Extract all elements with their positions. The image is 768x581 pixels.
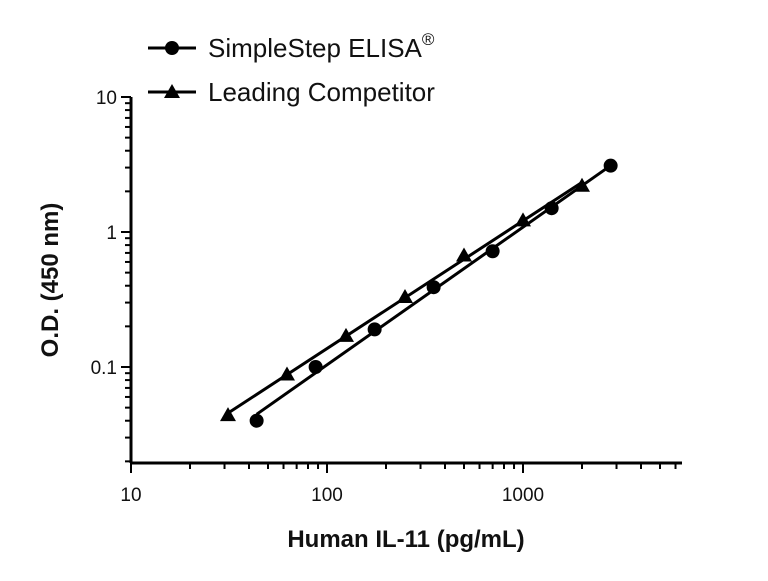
data-point-triangle [219, 407, 236, 422]
data-point-circle [603, 158, 618, 173]
data-point-triangle [574, 177, 591, 192]
legend-label-simplestep: SimpleStep ELISA® [208, 30, 435, 63]
x-tick-label: 10 [120, 485, 141, 506]
data-point-circle [367, 322, 382, 337]
axes [129, 97, 682, 465]
legend-item-simplestep: SimpleStep ELISA® [148, 30, 435, 63]
series-layer [219, 158, 618, 428]
data-point-circle [426, 280, 441, 295]
x-tick-label: 100 [311, 485, 343, 506]
data-point-triangle [396, 289, 413, 304]
y-tick-label: 1 [106, 223, 117, 244]
data-point-circle [249, 413, 264, 428]
legend: SimpleStep ELISA® Leading Competitor [148, 30, 435, 107]
y-axis-title: O.D. (450 nm) [37, 203, 64, 358]
y-tick-label: 10 [96, 88, 117, 109]
data-point-circle [485, 244, 500, 259]
data-point-triangle [337, 327, 354, 342]
data-point-triangle [515, 212, 531, 227]
y-tick-label: 0.1 [91, 358, 117, 379]
legend-label-competitor: Leading Competitor [208, 77, 435, 107]
data-point-circle [308, 360, 323, 374]
legend-item-competitor: Leading Competitor [148, 77, 435, 107]
data-point-triangle [455, 247, 472, 262]
x-tick-label: 1000 [502, 485, 544, 506]
ticks: 10 100 1000 0.1 1 10 [91, 88, 677, 506]
x-axis-title: Human IL-11 (pg/mL) [287, 526, 524, 553]
data-point-triangle [278, 366, 295, 381]
legend-marker-triangle-icon [164, 84, 180, 98]
registered-mark: ® [422, 30, 435, 49]
legend-marker-circle-icon [165, 41, 179, 55]
